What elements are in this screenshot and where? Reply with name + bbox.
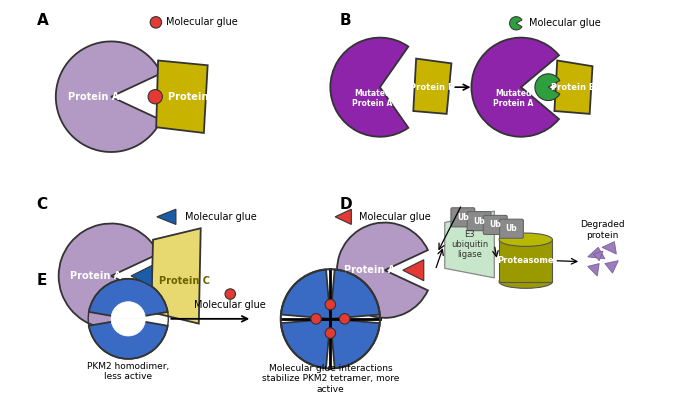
Circle shape <box>325 299 335 310</box>
Text: Protein C: Protein C <box>159 276 210 286</box>
Text: Ub: Ub <box>457 213 468 222</box>
Text: Ub: Ub <box>489 220 501 229</box>
FancyBboxPatch shape <box>467 212 491 231</box>
Text: Molecular glue interactions
stabilize PKM2 tetramer, more
active: Molecular glue interactions stabilize PK… <box>262 364 399 394</box>
Text: Ub: Ub <box>473 216 485 226</box>
Text: Molecular glue: Molecular glue <box>194 299 266 310</box>
Text: Molecular glue: Molecular glue <box>359 212 431 222</box>
Circle shape <box>340 314 350 324</box>
Wedge shape <box>337 222 428 318</box>
Wedge shape <box>59 224 159 328</box>
Polygon shape <box>131 265 152 286</box>
Wedge shape <box>330 269 380 319</box>
Text: Protein B: Protein B <box>410 83 454 92</box>
Polygon shape <box>602 242 616 254</box>
Polygon shape <box>499 240 552 282</box>
Wedge shape <box>510 17 522 30</box>
Text: PKM2 homodimer,
less active: PKM2 homodimer, less active <box>87 361 169 381</box>
Text: Molecular glue: Molecular glue <box>166 17 238 27</box>
Polygon shape <box>335 209 351 224</box>
Wedge shape <box>281 319 330 368</box>
Text: Protein B: Protein B <box>167 92 219 102</box>
Polygon shape <box>605 261 618 273</box>
FancyBboxPatch shape <box>483 215 507 235</box>
Text: A: A <box>36 13 49 28</box>
Polygon shape <box>156 60 208 133</box>
Text: Proteasome: Proteasome <box>497 256 554 265</box>
Circle shape <box>225 289 236 299</box>
Wedge shape <box>281 269 330 319</box>
Wedge shape <box>471 38 559 137</box>
Wedge shape <box>330 38 408 137</box>
Polygon shape <box>554 60 593 114</box>
Polygon shape <box>593 251 603 261</box>
Circle shape <box>150 17 161 28</box>
Polygon shape <box>588 263 599 276</box>
Text: Protein A: Protein A <box>68 92 119 102</box>
Circle shape <box>325 328 335 339</box>
Text: Mutated
Protein A: Mutated Protein A <box>352 89 392 108</box>
Wedge shape <box>89 319 167 359</box>
Polygon shape <box>445 211 494 278</box>
Text: Protein A: Protein A <box>344 265 395 275</box>
Text: Degraded
protein: Degraded protein <box>580 220 624 240</box>
FancyBboxPatch shape <box>500 219 523 238</box>
Ellipse shape <box>499 275 552 288</box>
Wedge shape <box>330 319 380 368</box>
Text: B: B <box>340 13 352 28</box>
Text: Mutated
Protein A: Mutated Protein A <box>493 89 533 108</box>
Text: Protein B: Protein B <box>551 83 595 92</box>
Text: Protein A: Protein A <box>70 271 122 281</box>
Polygon shape <box>151 228 200 324</box>
Circle shape <box>310 314 321 324</box>
Polygon shape <box>588 247 605 259</box>
Wedge shape <box>111 319 145 336</box>
Text: D: D <box>340 197 352 212</box>
Wedge shape <box>89 279 167 319</box>
Ellipse shape <box>499 233 552 246</box>
Text: Ub: Ub <box>506 224 517 233</box>
Polygon shape <box>413 58 452 114</box>
Text: E3
ubiquitin
ligase: E3 ubiquitin ligase <box>451 229 488 260</box>
Circle shape <box>148 90 163 104</box>
Wedge shape <box>111 302 145 319</box>
Text: C: C <box>36 197 48 212</box>
Polygon shape <box>157 209 176 224</box>
Polygon shape <box>403 260 424 281</box>
Wedge shape <box>56 41 161 152</box>
FancyBboxPatch shape <box>451 208 475 227</box>
Text: Molecular glue: Molecular glue <box>529 18 600 28</box>
Wedge shape <box>535 74 560 101</box>
Text: Molecular glue: Molecular glue <box>186 212 257 222</box>
Text: E: E <box>36 273 47 288</box>
